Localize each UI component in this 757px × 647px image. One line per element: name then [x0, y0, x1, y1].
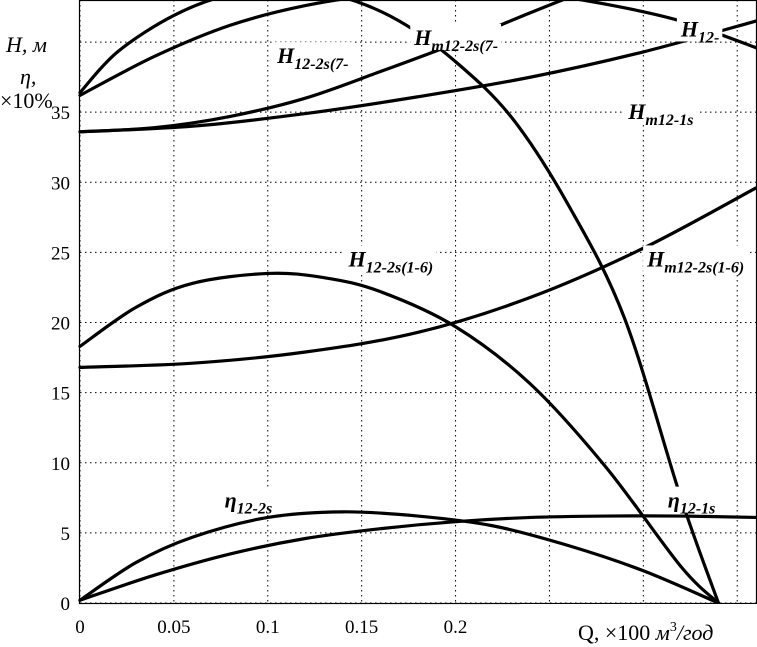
- svg-text:Hm12-2s(1-6): Hm12-2s(1-6): [646, 246, 744, 276]
- y-tick-labels: 0 5 10 15 20 25 30 35: [51, 103, 70, 615]
- x-axis-label-unit: м: [655, 620, 670, 645]
- svg-text:Hm12-2s(7-: Hm12-2s(7-: [413, 25, 498, 55]
- grid-lines: [79, 0, 756, 604]
- series-line-Hm12_2s1_6: [78, 186, 757, 370]
- plot-frame: [78, 0, 757, 605]
- curve-label-eta12_1s: η12-1s: [664, 486, 719, 518]
- y-tick-label-7: 35: [51, 103, 70, 124]
- y-axis-label-line-3: ×10%: [0, 88, 53, 113]
- y-axis-label-line-1: H, м: [5, 32, 47, 57]
- x-axis-label: Q, ×100 м3/год: [520, 604, 757, 647]
- y-axis-label: H, м η, ×10%: [0, 32, 53, 113]
- y-tick-label-4: 20: [51, 314, 70, 335]
- x-tick-labels: 00.050.10.150.20.25: [75, 617, 566, 638]
- svg-text:H12-2s(7-: H12-2s(7-: [276, 43, 348, 73]
- series-line-H12_2s1_6: [78, 271, 721, 605]
- y-tick-label-6: 30: [51, 173, 70, 194]
- x-axis-label-superscript: 3: [670, 620, 677, 635]
- svg-text:H12-: H12-: [680, 16, 719, 46]
- series-line-Hm12_1s: [78, 19, 757, 134]
- curve-label-Hm12_2s1_6: Hm12-2s(1-6): [643, 245, 748, 276]
- x-axis-label-prefix: Q, ×100: [578, 620, 656, 645]
- svg-text:η12-1s: η12-1s: [668, 488, 716, 518]
- curve-label-H12_2s1_6: H12-2s(1-6): [344, 245, 437, 276]
- y-axis-label-line-2: η,: [20, 64, 36, 89]
- svg-text:Q, ×100 м3/год: Q, ×100 м3/год: [578, 620, 713, 645]
- series-lines: [78, 0, 757, 605]
- series-line-Hm12_2s7: [78, 0, 567, 134]
- svg-text:H12-2s(1-6): H12-2s(1-6): [348, 246, 434, 276]
- y-tick-label-2: 10: [51, 454, 70, 475]
- curve-label-Hm12_2s7: Hm12-2s(7-: [410, 23, 502, 55]
- y-tick-label-3: 15: [51, 384, 70, 405]
- x-tick-label-2: 0.1: [256, 617, 280, 638]
- svg-text:Hm12-1s: Hm12-1s: [627, 99, 693, 129]
- x-tick-label-4: 0.2: [444, 617, 468, 638]
- series-line-eta12_2s: [78, 510, 721, 605]
- y-tick-label-1: 5: [61, 524, 71, 545]
- curve-label-H12: H12-: [676, 15, 723, 46]
- x-tick-label-3: 0.15: [345, 617, 378, 638]
- curve-label-eta12_2s: η12-2s: [221, 486, 276, 518]
- series-line-eta12_1s: [78, 514, 757, 602]
- y-tick-label-0: 0: [61, 594, 71, 615]
- curve-label-H12_2s7: H12-2s(7-: [273, 42, 352, 73]
- y-tick-label-5: 25: [51, 243, 70, 264]
- series-line-H12: [78, 0, 757, 97]
- svg-text:η12-2s: η12-2s: [225, 488, 273, 518]
- series-line-H12_2s7: [78, 0, 721, 605]
- x-tick-label-1: 0.05: [157, 617, 190, 638]
- x-axis-label-suffix: /год: [675, 620, 714, 645]
- curve-labels: H12-2s(7- Hm12-2s(7- H12- Hm12-1s H12-2s(1-6…: [221, 15, 748, 518]
- x-tick-label-0: 0: [75, 617, 85, 638]
- curve-label-Hm12_1s: Hm12-1s: [624, 98, 697, 129]
